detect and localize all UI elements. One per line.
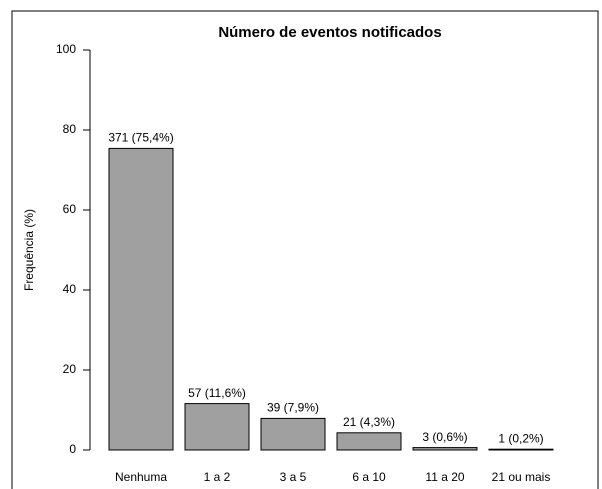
x-tick-label: 3 a 5 (280, 470, 307, 484)
bar (336, 432, 402, 451)
chart-title: Número de eventos notificados (218, 24, 441, 41)
bar (184, 403, 250, 451)
y-tick-label: 0 (69, 442, 76, 456)
bar (412, 447, 478, 451)
bar (108, 147, 174, 451)
y-tick-label: 100 (56, 42, 76, 56)
value-label: 21 (4,3%) (343, 415, 395, 429)
value-label: 371 (75,4%) (108, 131, 173, 145)
y-axis-label: Frequência (%) (22, 209, 36, 291)
bar (488, 448, 554, 451)
value-label: 57 (11,6%) (188, 386, 246, 400)
y-tick-label: 20 (63, 362, 77, 376)
x-tick-label: 21 ou mais (492, 470, 551, 484)
value-label: 39 (7,9%) (267, 401, 319, 415)
x-tick-label: 1 a 2 (204, 470, 231, 484)
value-label: 1 (0,2%) (498, 431, 543, 445)
y-tick-label: 60 (63, 202, 77, 216)
y-tick-label: 80 (63, 122, 77, 136)
frame (11, 10, 599, 489)
y-tick-label: 40 (63, 282, 77, 296)
x-tick-label: 11 a 20 (425, 470, 464, 484)
x-tick-label: Nenhuma (115, 470, 167, 484)
bar (260, 417, 326, 451)
x-tick-label: 6 a 10 (352, 470, 386, 484)
value-label: 3 (0,6%) (422, 430, 467, 444)
